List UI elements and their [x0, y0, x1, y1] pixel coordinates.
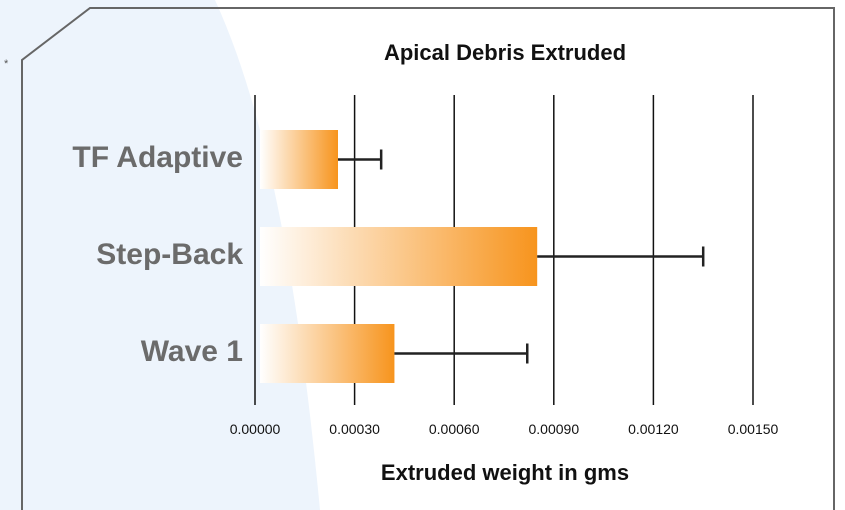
asterisk-note: * — [4, 58, 9, 70]
x-tick-label: 0.00120 — [628, 421, 679, 437]
chart-title: Apical Debris Extruded — [383, 40, 627, 65]
x-tick-label: 0.00150 — [727, 421, 779, 437]
x-tick-label: 0.00000 — [229, 421, 281, 437]
category-label: TF Adaptive — [72, 140, 243, 174]
x-tick-label: 0.00090 — [528, 421, 580, 437]
bar — [260, 227, 538, 286]
category-label: Wave 1 — [140, 334, 243, 368]
bar — [260, 130, 338, 189]
x-tick-label: 0.00030 — [329, 421, 380, 437]
category-label: Step-Back — [96, 237, 243, 271]
x-tick-label: 0.00060 — [428, 421, 480, 437]
bar — [260, 324, 395, 383]
x-axis-label: Extruded weight in gms — [380, 460, 630, 485]
